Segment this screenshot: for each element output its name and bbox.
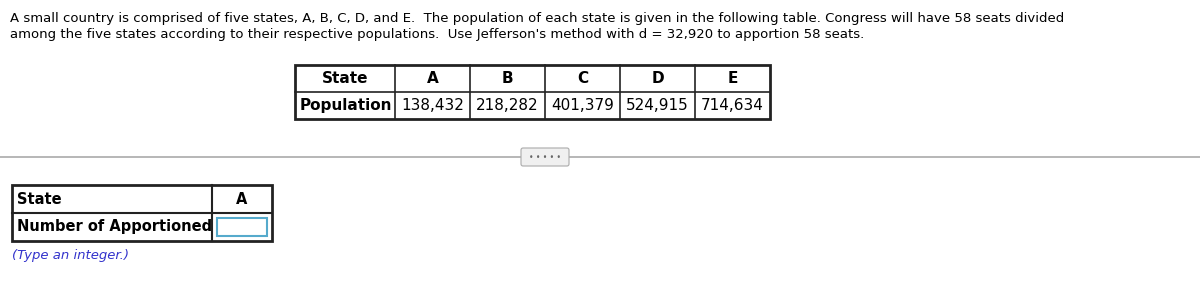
Text: Number of Apportioned Seats: Number of Apportioned Seats [17, 219, 264, 235]
Text: (Type an integer.): (Type an integer.) [12, 249, 130, 262]
Text: A small country is comprised of five states, A, B, C, D, and E.  The population : A small country is comprised of five sta… [10, 12, 1064, 25]
Text: 138,432: 138,432 [401, 98, 464, 113]
Text: State: State [322, 71, 368, 86]
Text: D: D [652, 71, 664, 86]
Text: A: A [236, 191, 247, 207]
Text: C: C [577, 71, 588, 86]
Text: E: E [727, 71, 738, 86]
Text: Population: Population [300, 98, 392, 113]
Text: 714,634: 714,634 [701, 98, 764, 113]
Text: 401,379: 401,379 [551, 98, 614, 113]
Text: 218,282: 218,282 [476, 98, 539, 113]
Bar [12, 185, 272, 241]
Text: • • • • •: • • • • • [529, 152, 562, 161]
Text: A: A [427, 71, 438, 86]
Text: among the five states according to their respective populations.  Use Jefferson': among the five states according to their… [10, 28, 864, 41]
Text: 524,915: 524,915 [626, 98, 689, 113]
FancyBboxPatch shape [521, 148, 569, 166]
Text: B: B [502, 71, 514, 86]
Text: State: State [17, 191, 61, 207]
Bar [295, 65, 770, 119]
Bar [217, 218, 266, 236]
